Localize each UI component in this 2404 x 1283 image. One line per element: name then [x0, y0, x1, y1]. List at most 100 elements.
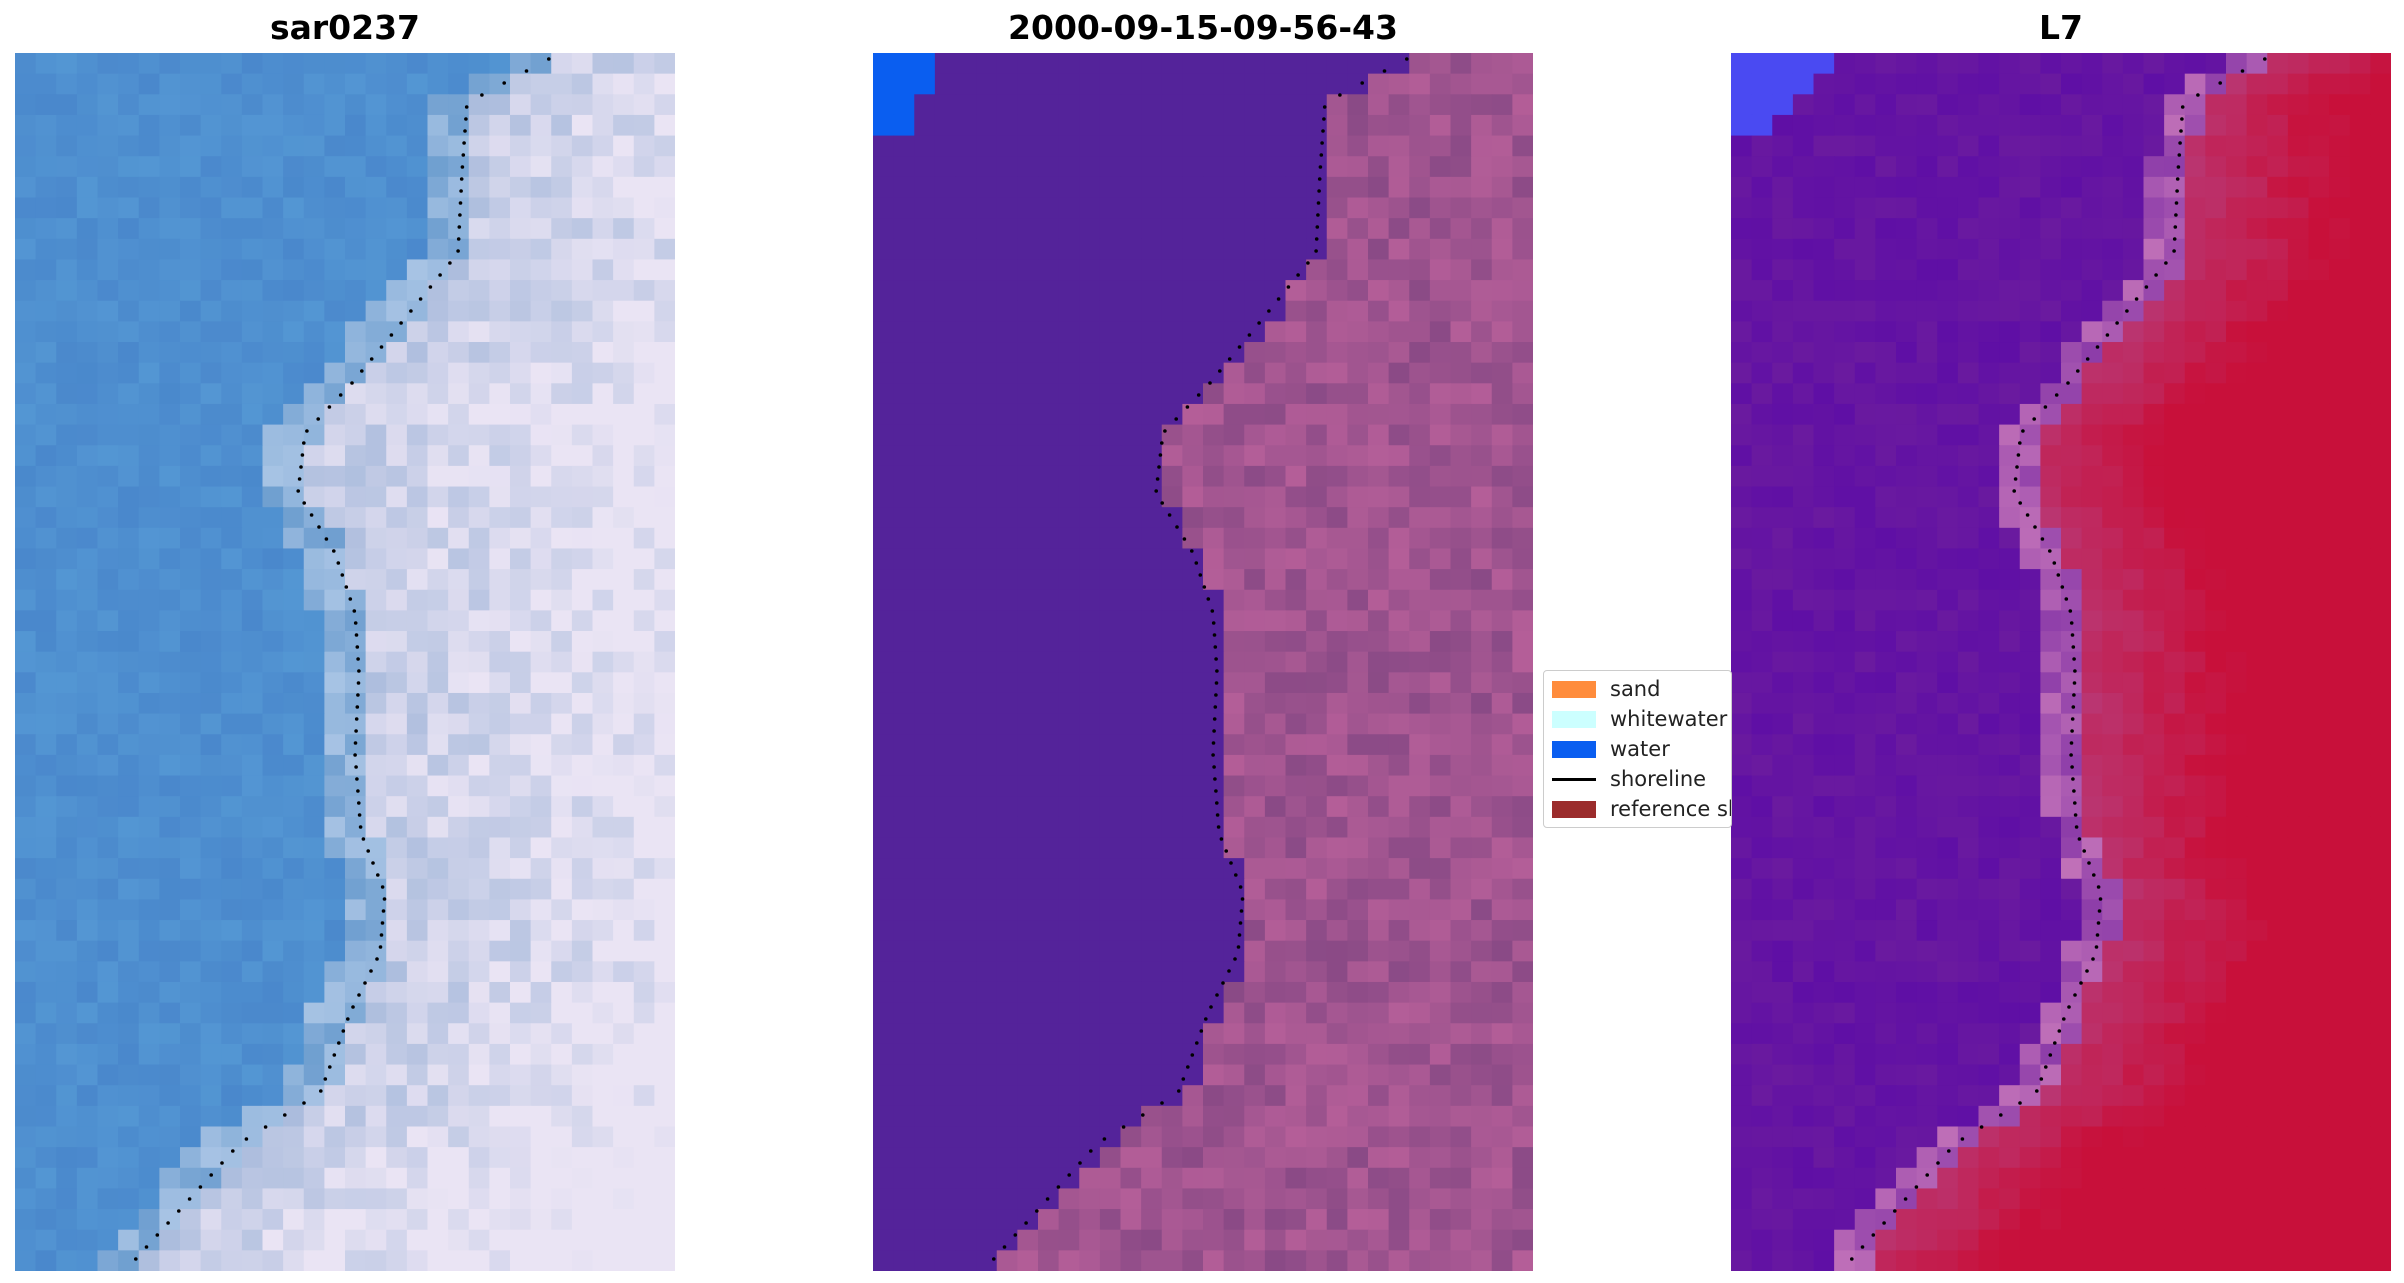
- image-pixel: [1916, 135, 1938, 157]
- image-pixel: [2287, 321, 2310, 343]
- image-pixel: [1058, 878, 1080, 900]
- image-pixel: [914, 1105, 936, 1128]
- image-pixel: [386, 1167, 408, 1190]
- shoreline-point: [1319, 153, 1324, 157]
- shoreline-point: [348, 597, 353, 601]
- image-pixel: [365, 651, 387, 673]
- image-pixel: [1751, 94, 1773, 116]
- image-pixel: [914, 1188, 936, 1210]
- image-pixel: [76, 1064, 99, 1086]
- image-pixel: [283, 1064, 305, 1086]
- image-pixel: [1450, 899, 1472, 921]
- image-pixel: [1937, 321, 1959, 343]
- shoreline-point: [1321, 129, 1325, 133]
- image-pixel: [1813, 692, 1835, 715]
- image-pixel: [976, 445, 998, 467]
- image-pixel: [1368, 342, 1390, 364]
- image-pixel: [1813, 424, 1835, 446]
- image-pixel: [427, 589, 449, 611]
- image-pixel: [510, 754, 532, 777]
- image-pixel: [303, 342, 325, 364]
- image-pixel: [1264, 754, 1287, 777]
- image-pixel: [303, 651, 325, 673]
- image-pixel: [448, 156, 470, 178]
- image-pixel: [2061, 53, 2083, 75]
- image-pixel: [221, 362, 243, 384]
- image-pixel: [1223, 114, 1245, 137]
- image-pixel: [303, 280, 325, 302]
- image-pixel: [489, 1229, 511, 1251]
- image-pixel: [654, 94, 675, 116]
- image-pixel: [996, 837, 1018, 859]
- image-pixel: [76, 362, 99, 384]
- shoreline-point: [356, 693, 360, 697]
- image-pixel: [1450, 692, 1472, 715]
- shoreline-point: [353, 621, 358, 625]
- image-pixel: [1203, 362, 1225, 384]
- image-pixel: [2205, 548, 2227, 570]
- image-pixel: [996, 981, 1018, 1004]
- image-pixel: [200, 1064, 222, 1086]
- image-pixel: [221, 94, 243, 116]
- image-pixel: [2019, 589, 2041, 611]
- image-pixel: [1058, 465, 1080, 488]
- image-pixel: [551, 383, 573, 405]
- image-pixel: [530, 321, 552, 343]
- image-pixel: [345, 280, 367, 302]
- image-pixel: [2349, 527, 2371, 550]
- image-pixel: [1223, 383, 1245, 405]
- image-pixel: [1079, 713, 1101, 735]
- image-pixel: [592, 754, 614, 777]
- image-pixel: [1182, 300, 1204, 322]
- image-pixel: [1306, 321, 1328, 343]
- image-pixel: [1450, 53, 1472, 75]
- image-pixel: [530, 569, 552, 591]
- image-pixel: [1450, 1147, 1472, 1169]
- image-pixel: [571, 53, 594, 75]
- image-pixel: [530, 238, 552, 261]
- image-pixel: [893, 197, 915, 219]
- image-pixel: [365, 610, 387, 632]
- image-pixel: [2267, 527, 2289, 550]
- image-pixel: [1512, 94, 1533, 116]
- image-pixel: [1916, 280, 1938, 302]
- image-pixel: [180, 1105, 202, 1128]
- image-pixel: [56, 631, 78, 653]
- image-pixel: [893, 53, 915, 75]
- image-pixel: [1306, 1250, 1328, 1271]
- image-pixel: [1182, 878, 1204, 900]
- image-pixel: [386, 259, 408, 281]
- shoreline-point: [1360, 81, 1364, 85]
- image-pixel: [1244, 548, 1266, 570]
- image-pixel: [1285, 858, 1307, 880]
- image-pixel: [241, 1209, 264, 1231]
- image-pixel: [118, 342, 140, 364]
- image-pixel: [303, 321, 325, 343]
- image-pixel: [1875, 197, 1897, 219]
- image-pixel: [1326, 754, 1348, 777]
- image-pixel: [2287, 238, 2310, 261]
- image-pixel: [955, 775, 977, 797]
- image-pixel: [1875, 218, 1897, 240]
- image-pixel: [365, 1167, 387, 1190]
- image-pixel: [56, 1002, 78, 1024]
- image-pixel: [365, 238, 387, 261]
- image-pixel: [221, 816, 243, 839]
- image-pixel: [955, 176, 977, 199]
- image-pixel: [1099, 507, 1122, 529]
- image-pixel: [324, 816, 346, 839]
- image-pixel: [324, 259, 346, 281]
- image-pixel: [551, 1147, 573, 1169]
- image-pixel: [1244, 1209, 1266, 1231]
- image-pixel: [200, 1002, 222, 1024]
- image-pixel: [654, 1002, 675, 1024]
- image-pixel: [180, 1147, 202, 1169]
- image-pixel: [448, 94, 470, 116]
- image-pixel: [1182, 858, 1204, 880]
- image-pixel: [489, 1167, 511, 1190]
- image-pixel: [873, 218, 895, 240]
- image-pixel: [2308, 238, 2330, 261]
- image-pixel: [1306, 796, 1328, 818]
- image-pixel: [56, 424, 78, 446]
- image-pixel: [56, 1167, 78, 1190]
